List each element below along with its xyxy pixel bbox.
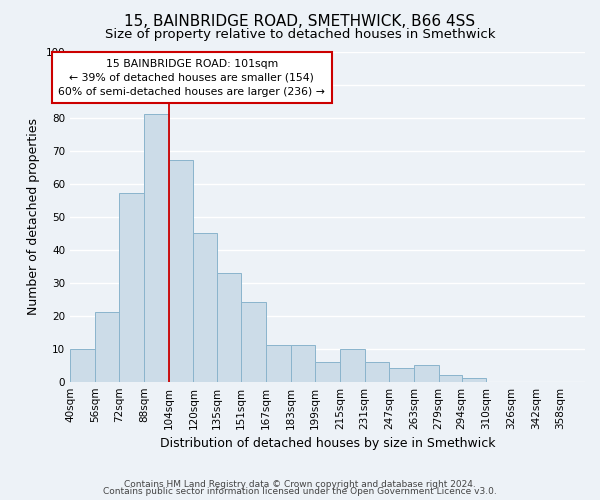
Bar [414,365,439,382]
Text: Contains HM Land Registry data © Crown copyright and database right 2024.: Contains HM Land Registry data © Crown c… [124,480,476,489]
Bar [340,348,365,382]
Text: Size of property relative to detached houses in Smethwick: Size of property relative to detached ho… [105,28,495,41]
Bar [193,233,217,382]
Bar [144,114,169,382]
Y-axis label: Number of detached properties: Number of detached properties [27,118,40,315]
X-axis label: Distribution of detached houses by size in Smethwick: Distribution of detached houses by size … [160,437,495,450]
Text: Contains public sector information licensed under the Open Government Licence v3: Contains public sector information licen… [103,488,497,496]
Bar [439,375,461,382]
Bar [290,346,315,382]
Bar [389,368,414,382]
Bar [315,362,340,382]
Bar [119,194,144,382]
Bar [365,362,389,382]
Bar [461,378,487,382]
Text: 15 BAINBRIDGE ROAD: 101sqm
← 39% of detached houses are smaller (154)
60% of sem: 15 BAINBRIDGE ROAD: 101sqm ← 39% of deta… [58,59,325,97]
Bar [169,160,193,382]
Bar [266,346,290,382]
Text: 15, BAINBRIDGE ROAD, SMETHWICK, B66 4SS: 15, BAINBRIDGE ROAD, SMETHWICK, B66 4SS [124,14,476,29]
Bar [217,272,241,382]
Bar [70,348,95,382]
Bar [95,312,119,382]
Bar [241,302,266,382]
